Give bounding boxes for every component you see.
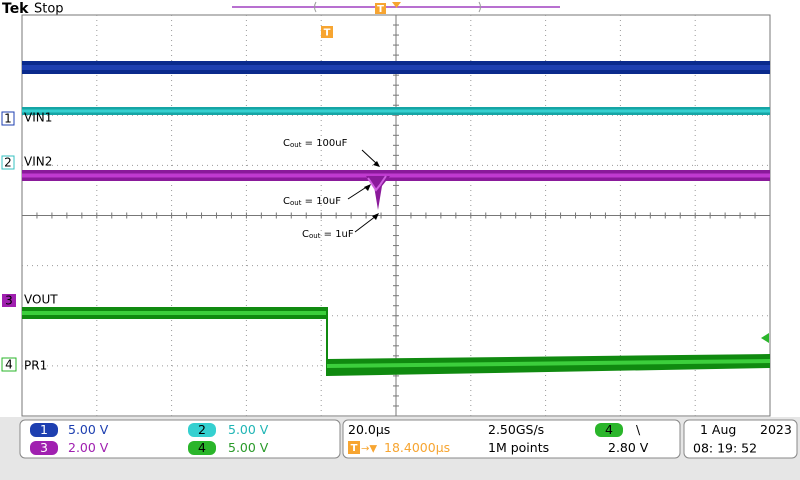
channel-number: 2 bbox=[198, 422, 206, 437]
trigger-marker: T bbox=[324, 28, 331, 39]
vertical-panel bbox=[19, 419, 341, 459]
channel-number: 4 bbox=[198, 440, 206, 455]
trigger-marker-box bbox=[321, 26, 333, 38]
channel-number: 1 bbox=[40, 422, 48, 437]
time: 08: 19: 52 bbox=[693, 441, 757, 456]
channel-badge bbox=[1, 155, 15, 170]
arrow-head bbox=[373, 161, 380, 167]
channel-pill bbox=[30, 423, 58, 437]
channel-labels: 1 VIN1 2 VIN2 3 VOUT 4 PR1 bbox=[1, 111, 58, 373]
traces bbox=[22, 61, 771, 376]
trace-ch3-dip bbox=[366, 176, 390, 210]
annotation: Cout = 1uF bbox=[302, 229, 354, 240]
position-marker: T bbox=[377, 4, 384, 15]
trigger-slope: \ bbox=[636, 422, 641, 437]
trace-ch3-dip-light bbox=[367, 175, 387, 192]
annotations: Cout = 100uF Cout = 10uF Cout = 1uF bbox=[283, 138, 380, 240]
trace-ch4-low bbox=[326, 359, 771, 368]
arrow bbox=[347, 185, 369, 200]
channel-badge bbox=[1, 111, 15, 126]
date-day: 1 Aug bbox=[700, 422, 736, 437]
channel-scale: 2.00 V bbox=[68, 440, 109, 455]
channel-pill bbox=[30, 441, 58, 455]
channel-pill bbox=[188, 441, 216, 455]
arrow bbox=[354, 215, 377, 233]
date-panel bbox=[683, 419, 798, 459]
trigger-arrow bbox=[392, 2, 401, 8]
trigger-level-marker bbox=[761, 333, 769, 343]
annotation: Cout = 100uF bbox=[283, 138, 348, 149]
channel-pill bbox=[188, 423, 216, 437]
timebase: 20.0µs bbox=[348, 422, 390, 437]
channel-number: 2 bbox=[4, 156, 12, 170]
channel-label: VIN1 bbox=[24, 111, 52, 125]
arrow-head bbox=[372, 213, 379, 220]
date-year: 2023 bbox=[760, 422, 792, 437]
trigger-source-pill bbox=[595, 423, 623, 437]
channel-label: PR1 bbox=[24, 359, 47, 373]
channel-badge bbox=[2, 294, 16, 307]
arrow-head bbox=[364, 184, 371, 191]
sample-rate: 2.50GS/s bbox=[488, 422, 544, 437]
channel-scale: 5.00 V bbox=[228, 422, 269, 437]
channel-number: 4 bbox=[5, 358, 13, 372]
trigger-source: 4 bbox=[605, 422, 613, 437]
channel-badge bbox=[1, 357, 17, 372]
record-length: 1M points bbox=[488, 440, 549, 455]
trigger-delay-arrow: →▼ bbox=[361, 444, 377, 455]
channel-number: 3 bbox=[40, 440, 48, 455]
trigger-delay-icon-box bbox=[348, 441, 360, 454]
channel-label: VOUT bbox=[24, 293, 58, 307]
position-marker-box bbox=[375, 3, 386, 14]
trigger-delay: 18.4000µs bbox=[384, 440, 450, 455]
annotation: Cout = 10uF bbox=[283, 196, 341, 207]
channel-scale: 5.00 V bbox=[68, 422, 109, 437]
channel-number: 3 bbox=[5, 294, 13, 308]
trigger-delay-icon: T bbox=[351, 443, 358, 454]
arrow bbox=[361, 149, 378, 165]
run-status: Stop bbox=[34, 2, 64, 17]
channel-scale: 5.00 V bbox=[228, 440, 269, 455]
channel-label: VIN2 bbox=[24, 155, 52, 169]
channel-number: 1 bbox=[4, 112, 12, 126]
brand: Tek bbox=[2, 1, 29, 17]
grid bbox=[21, 14, 771, 417]
view-bracket bbox=[314, 1, 481, 13]
trigger-level: 2.80 V bbox=[608, 440, 649, 455]
